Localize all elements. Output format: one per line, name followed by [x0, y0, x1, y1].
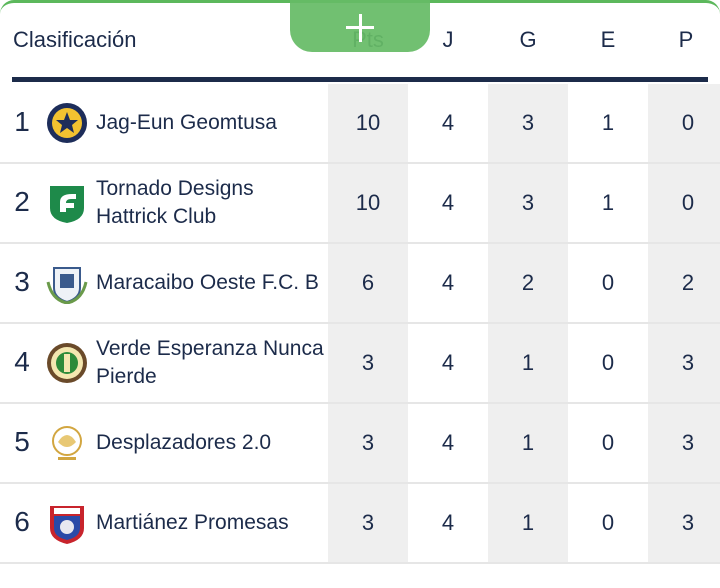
column-shade [648, 404, 720, 482]
stat: 3 [521, 190, 535, 215]
team-name: Tornado Designs Hattrick Club [96, 177, 254, 228]
team-logo [47, 343, 87, 383]
stat: 4 [441, 110, 455, 135]
column-shade [328, 244, 408, 322]
stat: 1 [521, 430, 535, 455]
column-shade [648, 164, 720, 242]
table-row: 5 Desplazadores 2.0 3 4 1 0 3 [0, 404, 720, 484]
stat: 3 [681, 350, 695, 375]
column-shade [488, 484, 568, 562]
stat: 0 [601, 350, 615, 375]
team-logo [50, 186, 84, 223]
column-shade [488, 164, 568, 242]
team-logo [52, 426, 82, 460]
table-row: 6 Martiánez Promesas 3 4 1 0 3 [0, 484, 720, 564]
stat: 1 [521, 350, 535, 375]
rank: 5 [14, 426, 30, 457]
stat: 2 [681, 270, 695, 295]
header-rule [12, 77, 708, 82]
stat: 0 [681, 110, 695, 135]
stat: 4 [441, 430, 455, 455]
stat: 10 [355, 110, 381, 135]
rank: 3 [14, 266, 30, 297]
column-shade [328, 164, 408, 242]
stat: 4 [441, 190, 455, 215]
column-header: J [442, 27, 454, 52]
team-name: Martiánez Promesas [96, 511, 289, 534]
team-logo [50, 506, 84, 544]
column-header: G [519, 27, 537, 52]
stat: 3 [361, 430, 375, 455]
column-shade [648, 324, 720, 402]
stat: 10 [355, 190, 381, 215]
stat: 0 [601, 270, 615, 295]
column-shade [328, 404, 408, 482]
stat: 1 [601, 110, 615, 135]
stat: 0 [601, 510, 615, 535]
rank: 6 [14, 506, 30, 537]
stat: 4 [441, 350, 455, 375]
team-name: Jag-Eun Geomtusa [96, 111, 277, 134]
stat: 4 [441, 510, 455, 535]
table-row: 3 Maracaibo Oeste F.C. B 6 4 2 0 2 [0, 244, 720, 324]
column-shade [488, 244, 568, 322]
add-button[interactable] [290, 0, 430, 52]
column-shade [488, 324, 568, 402]
stat: 3 [361, 350, 375, 375]
rank: 4 [14, 346, 30, 377]
column-shade [328, 484, 408, 562]
column-shade [648, 484, 720, 562]
column-shade [488, 404, 568, 482]
column-shade [648, 84, 720, 162]
stat: 1 [601, 190, 615, 215]
stat: 0 [601, 430, 615, 455]
team-name: Verde Esperanza Nunca Pierde [96, 337, 324, 388]
stat: 1 [521, 510, 535, 535]
stat: 2 [521, 270, 535, 295]
column-shade [488, 84, 568, 162]
stat: 3 [521, 110, 535, 135]
team-name: Desplazadores 2.0 [96, 431, 272, 454]
column-header: P [678, 27, 694, 52]
table-row: 4 Verde Esperanza Nunca Pierde 3 4 1 0 3 [0, 324, 720, 404]
table-title: Clasificación [13, 27, 137, 52]
table-row: 1 Jag-Eun Geomtusa 10 4 3 1 0 [0, 84, 720, 164]
table-row: 2 Tornado Designs Hattrick Club 10 4 3 1 0 [0, 164, 720, 244]
stat: 0 [681, 190, 695, 215]
rank: 2 [14, 186, 30, 217]
stat: 3 [681, 510, 695, 535]
team-logo [47, 103, 87, 143]
column-shade [328, 84, 408, 162]
column-header: E [600, 27, 616, 52]
column-shade [328, 324, 408, 402]
stat: 6 [361, 270, 375, 295]
team-logo [46, 267, 88, 304]
team-name: Maracaibo Oeste F.C. B [96, 271, 319, 294]
stat: 3 [681, 430, 695, 455]
rank: 1 [14, 106, 30, 137]
stat: 4 [441, 270, 455, 295]
column-shade [648, 244, 720, 322]
stat: 3 [361, 510, 375, 535]
